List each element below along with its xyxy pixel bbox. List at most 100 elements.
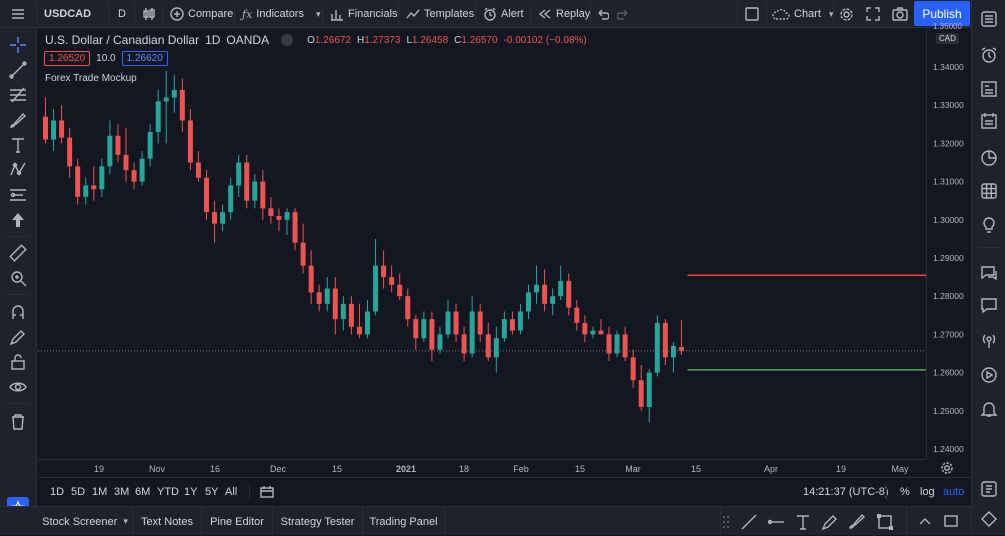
range-5d[interactable]: 5D [71, 486, 86, 498]
time-axis[interactable]: 19 Nov 16 Dec 15 2021 18 Feb 15 Mar 15 Apr 19 May [38, 459, 926, 477]
clock-timezone[interactable]: 14:21:37 (UTC-8) [803, 486, 889, 498]
time-tick-label: Nov [149, 464, 166, 474]
watchlist-button[interactable] [978, 8, 1000, 30]
notifications-button[interactable] [978, 330, 1000, 352]
arrow-tool[interactable] [7, 209, 29, 231]
log-toggle[interactable]: log [920, 486, 935, 498]
zoom-tool[interactable] [7, 267, 29, 289]
pen-shortcut[interactable] [821, 513, 839, 531]
trend-line-shortcut[interactable] [740, 513, 758, 531]
hotlists-button[interactable] [978, 110, 1000, 132]
templates-button[interactable]: Templates [406, 0, 474, 28]
range-1d[interactable]: 1D [50, 486, 65, 498]
undo-button[interactable] [597, 0, 609, 28]
range-5y[interactable]: 5Y [205, 486, 219, 498]
measure-tool[interactable] [7, 242, 29, 264]
replay-button[interactable]: Replay [538, 0, 590, 28]
select-shortcut[interactable] [876, 513, 894, 531]
candle-body [340, 303, 346, 320]
chats-button[interactable] [978, 294, 1000, 316]
pattern-tool[interactable] [7, 159, 29, 181]
chart-pane[interactable] [38, 28, 926, 459]
replay-panel-button[interactable] [978, 364, 1000, 386]
more-button[interactable] [978, 508, 1000, 530]
snapshot-button[interactable] [892, 0, 908, 28]
range-1y[interactable]: 1Y [184, 486, 198, 498]
text-tool[interactable] [7, 134, 29, 156]
calendar-button[interactable] [978, 147, 1000, 169]
currency-badge[interactable]: CAD [936, 33, 959, 44]
financials-button[interactable]: Financials [330, 0, 398, 28]
ideas-button[interactable] [978, 214, 1000, 236]
maximize-panel-button[interactable] [944, 514, 958, 528]
percent-toggle[interactable]: % [900, 486, 910, 498]
compare-button[interactable]: Compare [170, 0, 233, 28]
candle [43, 97, 48, 144]
sell-button[interactable]: 1.26520 [44, 51, 91, 66]
range-3m[interactable]: 3M [114, 486, 130, 498]
fib-tool[interactable] [7, 84, 29, 106]
alert-button[interactable]: Alert [483, 0, 524, 28]
date-range-button[interactable] [260, 485, 274, 499]
chevron-down-icon: ▾ [828, 8, 834, 19]
notifications-bell-button[interactable] [978, 398, 1000, 420]
chart-save-button[interactable]: Chart ▾ [772, 0, 833, 28]
menu-icon[interactable] [6, 0, 30, 28]
bar-style-button[interactable] [142, 0, 156, 28]
grid-button[interactable] [978, 180, 1000, 202]
layout-button[interactable] [745, 0, 759, 28]
tab-strategy-tester[interactable]: Strategy Tester [273, 507, 363, 536]
indicators-button[interactable]: ƒx Indicators ▾ [242, 0, 321, 28]
high-label: H [357, 34, 365, 46]
candle-body [638, 380, 644, 407]
alerts-button[interactable] [978, 44, 1000, 66]
range-1m[interactable]: 1M [92, 486, 108, 498]
price-tick-label: 1.27000 [933, 329, 964, 339]
range-ytd[interactable]: YTD [157, 486, 179, 498]
tab-trading-panel[interactable]: Trading Panel [363, 507, 445, 536]
publish-button[interactable]: Publish [914, 1, 970, 26]
trash-icon [12, 414, 24, 430]
streams-button[interactable] [978, 262, 1000, 284]
trend-line-tool[interactable] [7, 59, 29, 81]
axis-settings-button[interactable] [940, 461, 954, 475]
text-shortcut[interactable] [794, 513, 812, 531]
candle-body [566, 280, 572, 308]
hide-drawings-tool[interactable] [7, 376, 29, 398]
collapse-panel-button[interactable] [918, 515, 932, 527]
tab-pine-editor[interactable]: Pine Editor [202, 507, 273, 536]
candle-body [485, 334, 491, 358]
range-all[interactable]: All [225, 486, 238, 498]
symbol-search[interactable]: USDCAD [44, 0, 91, 28]
auto-toggle[interactable]: auto [943, 486, 965, 498]
range-bar: 1D 5D 1M 3M 6M YTD 1Y 5Y All 14:21:37 (U… [38, 477, 971, 506]
indicator-legend[interactable]: Forex Trade Mockup [45, 73, 137, 84]
brush-shortcut[interactable] [848, 513, 866, 531]
prediction-tool[interactable] [7, 184, 29, 206]
fullscreen-button[interactable] [866, 0, 880, 28]
candle [51, 109, 57, 152]
tab-text-notes[interactable]: Text Notes [133, 507, 202, 536]
crosshair-tool[interactable] [7, 34, 29, 56]
stay-in-drawing-tool[interactable] [7, 326, 29, 348]
price-axis[interactable]: 1.34000 1.33000 1.32000 1.31000 1.30000 1.290… [926, 28, 971, 459]
interval-button[interactable]: D [118, 0, 126, 28]
market-status-icon [281, 34, 294, 46]
lock-tool[interactable] [7, 351, 29, 373]
horizontal-ray-shortcut[interactable] [767, 513, 785, 531]
settings-button[interactable] [839, 0, 854, 28]
remove-drawings-tool[interactable] [7, 411, 29, 433]
price-tick-label: 1.26000 [933, 368, 964, 378]
data-window-button[interactable] [978, 78, 1000, 100]
range-6m[interactable]: 6M [135, 486, 151, 498]
tab-stock-screener[interactable]: Stock Screener ▾ [38, 507, 133, 536]
brush-icon [849, 513, 866, 529]
brush-tool[interactable] [7, 109, 29, 131]
drag-handle-icon[interactable] [722, 515, 730, 529]
candle-body [187, 120, 193, 163]
buy-button[interactable]: 1.26620 [121, 51, 168, 66]
magnet-tool[interactable] [7, 301, 29, 323]
redo-button[interactable] [617, 0, 629, 28]
order-panel-button[interactable] [978, 478, 1000, 500]
price-tick-label: 1.33000 [933, 100, 964, 110]
